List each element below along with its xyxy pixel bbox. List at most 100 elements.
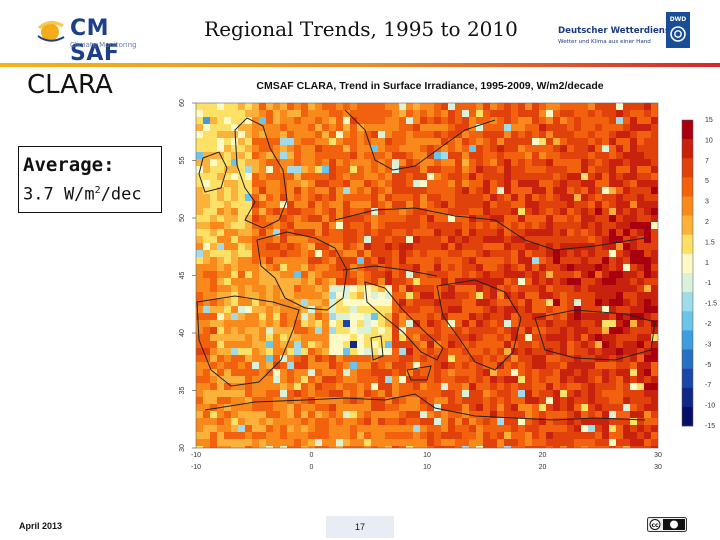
trend-cell (245, 201, 252, 208)
trend-cell (392, 124, 399, 131)
trend-cell (245, 411, 252, 418)
trend-cell (546, 362, 553, 369)
trend-cell (308, 376, 315, 383)
trend-cell (532, 201, 539, 208)
trend-cell (392, 222, 399, 229)
trend-cell (490, 159, 497, 166)
trend-cell (329, 166, 336, 173)
trend-cell (462, 103, 469, 110)
trend-cell (301, 250, 308, 257)
trend-cell (357, 390, 364, 397)
trend-cell (308, 145, 315, 152)
trend-cell (581, 411, 588, 418)
trend-cell (385, 411, 392, 418)
trend-cell (357, 334, 364, 341)
trend-cell (231, 439, 238, 446)
trend-cell (644, 362, 651, 369)
trend-cell (217, 292, 224, 299)
trend-cell (490, 152, 497, 159)
trend-cell (399, 194, 406, 201)
trend-cell (378, 404, 385, 411)
trend-cell (371, 110, 378, 117)
trend-cell (266, 306, 273, 313)
trend-cell (385, 432, 392, 439)
trend-cell (308, 243, 315, 250)
trend-cell (532, 152, 539, 159)
trend-cell (301, 124, 308, 131)
trend-cell (448, 285, 455, 292)
trend-cell (413, 159, 420, 166)
trend-cell (588, 138, 595, 145)
trend-cell (609, 110, 616, 117)
trend-cell (210, 110, 217, 117)
trend-cell (609, 194, 616, 201)
trend-cell (574, 166, 581, 173)
trend-cell (469, 313, 476, 320)
trend-cell (231, 215, 238, 222)
trend-cell (420, 229, 427, 236)
trend-cell (413, 152, 420, 159)
trend-cell (259, 257, 266, 264)
trend-cell (336, 145, 343, 152)
trend-cell (343, 131, 350, 138)
trend-cell (364, 124, 371, 131)
trend-cell (280, 271, 287, 278)
trend-cell (609, 432, 616, 439)
trend-cell (266, 390, 273, 397)
trend-cell (455, 383, 462, 390)
trend-cell (287, 432, 294, 439)
trend-cell (539, 376, 546, 383)
trend-cell (371, 159, 378, 166)
trend-cell (385, 187, 392, 194)
trend-cell (497, 404, 504, 411)
trend-cell (406, 124, 413, 131)
trend-cell (497, 131, 504, 138)
trend-cell (532, 166, 539, 173)
trend-cell (504, 369, 511, 376)
coastline-italy (364, 281, 444, 361)
trend-cell (546, 201, 553, 208)
x-tick-minor-label: 30 (654, 452, 662, 459)
trend-cell (546, 376, 553, 383)
trend-cell (196, 348, 203, 355)
trend-cell (294, 243, 301, 250)
trend-cell (525, 292, 532, 299)
trend-cell (553, 180, 560, 187)
trend-cell (210, 103, 217, 110)
trend-cell (224, 355, 231, 362)
trend-cell (224, 446, 231, 448)
trend-cell (287, 404, 294, 411)
trend-cell (238, 152, 245, 159)
trend-cell (238, 236, 245, 243)
trend-cell (427, 418, 434, 425)
trend-cell (294, 117, 301, 124)
trend-cell (266, 152, 273, 159)
trend-cell (623, 271, 630, 278)
trend-cell (294, 208, 301, 215)
trend-cell (644, 411, 651, 418)
trend-cell (245, 271, 252, 278)
trend-cell (630, 334, 637, 341)
trend-cell (420, 271, 427, 278)
trend-cell (539, 355, 546, 362)
trend-cell (644, 159, 651, 166)
trend-cell (294, 131, 301, 138)
trend-cell (385, 180, 392, 187)
trend-cell (434, 124, 441, 131)
trend-cell (434, 110, 441, 117)
trend-cell (385, 145, 392, 152)
trend-cell (259, 341, 266, 348)
trend-cell (245, 341, 252, 348)
trend-cell (259, 432, 266, 439)
trend-cell (448, 257, 455, 264)
trend-cell (441, 236, 448, 243)
trend-cell (546, 299, 553, 306)
trend-cell (518, 159, 525, 166)
trend-cell (343, 404, 350, 411)
trend-cell (623, 439, 630, 446)
trend-cell (196, 131, 203, 138)
trend-cell (203, 103, 210, 110)
trend-cell (350, 166, 357, 173)
trend-cell (378, 425, 385, 432)
coastline-turkey (534, 309, 656, 361)
